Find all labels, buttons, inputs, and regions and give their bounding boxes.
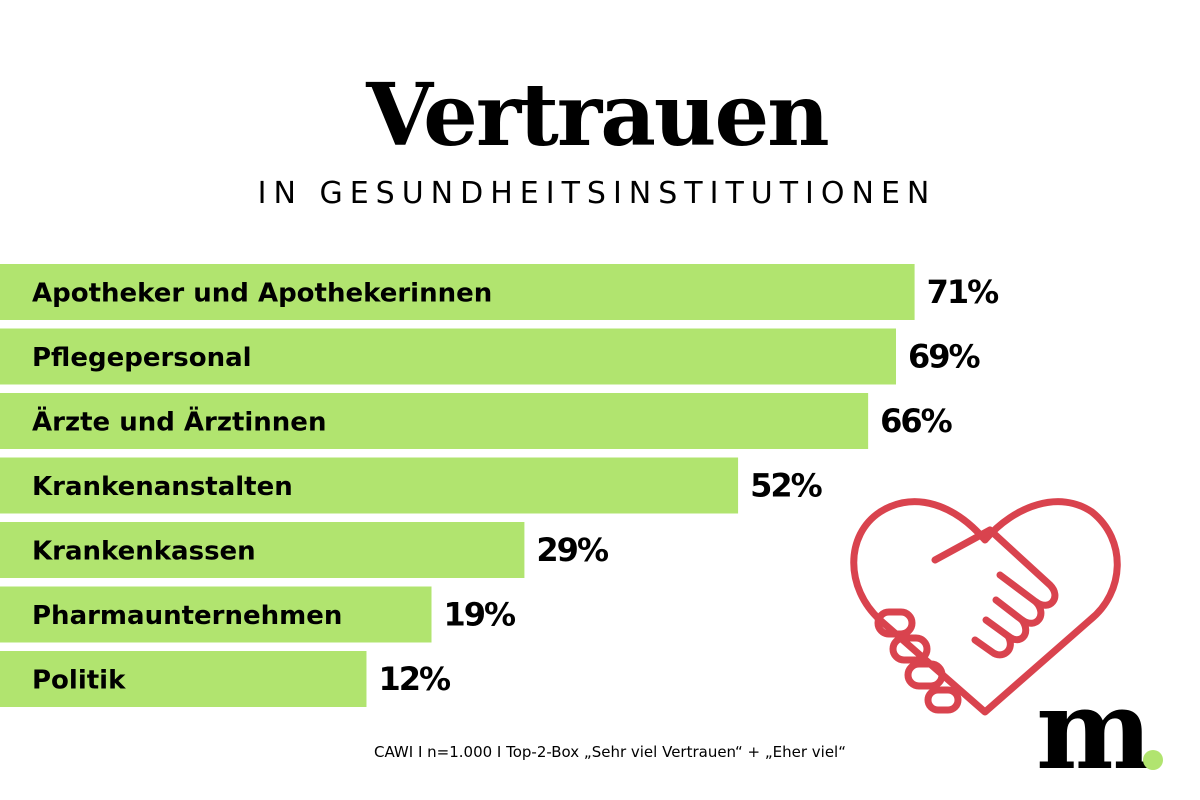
value-label: 19%	[444, 596, 517, 634]
chart-title: Vertrauen	[365, 65, 828, 166]
category-label: Apotheker und Apothekerinnen	[32, 279, 492, 309]
category-label: Pflegepersonal	[32, 343, 252, 373]
bar	[0, 264, 915, 320]
bar	[0, 328, 897, 385]
logo: m	[1036, 665, 1152, 794]
category-label: Krankenkassen	[32, 537, 256, 567]
value-label: 52%	[750, 467, 823, 505]
footnote: CAWI I n=1.000 I Top-2-Box „Sehr viel Ve…	[374, 743, 846, 761]
bar	[0, 522, 525, 578]
logo-dot	[1143, 750, 1163, 770]
value-label: 71%	[927, 273, 1000, 311]
bar	[0, 651, 367, 707]
value-label: 69%	[908, 338, 981, 376]
bar	[0, 586, 432, 643]
chart-subtitle: IN GESUNDHEITSINSTITUTIONEN	[258, 176, 937, 211]
bar	[0, 393, 869, 449]
category-label: Ärzte und Ärztinnen	[32, 406, 326, 438]
value-label: 12%	[378, 660, 451, 698]
category-label: Politik	[32, 666, 126, 696]
category-label: Pharmaunternehmen	[32, 601, 342, 631]
category-label: Krankenanstalten	[32, 472, 293, 502]
handshake-icon	[850, 498, 1121, 716]
value-label: 29%	[536, 531, 609, 569]
value-label: 66%	[880, 402, 953, 440]
bar	[0, 457, 739, 514]
